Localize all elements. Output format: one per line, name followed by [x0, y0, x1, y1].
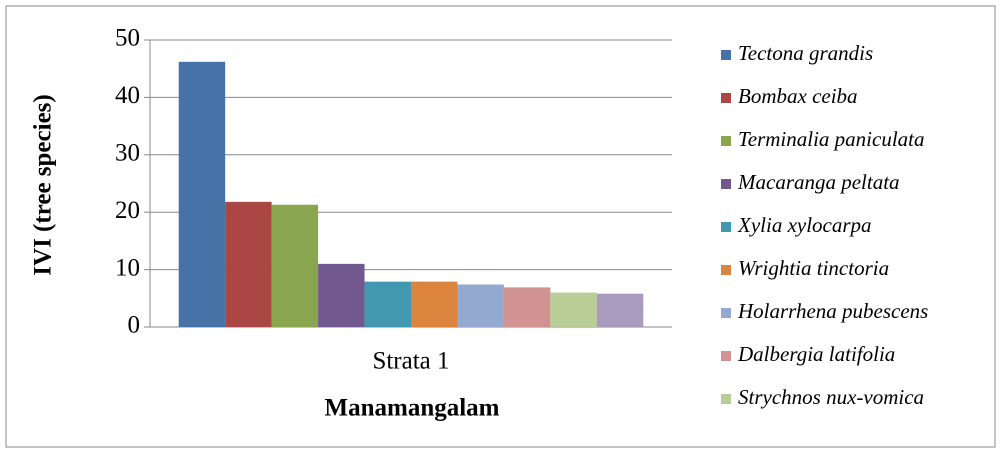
y-tick-label: 40 — [115, 82, 140, 109]
bar — [457, 284, 504, 327]
legend-label: Holarrhena pubescens — [737, 299, 928, 323]
bar — [178, 61, 226, 327]
y-axis-title: IVI (tree species) — [30, 94, 57, 275]
bar — [271, 204, 319, 327]
legend-swatch — [721, 136, 731, 146]
legend-swatch — [721, 93, 731, 103]
legend-label: Tectona grandis — [738, 41, 873, 65]
legend-label: Strychnos nux-vomica — [738, 385, 924, 409]
legend-label: Dalbergia latifolia — [737, 342, 895, 366]
y-tick-label: 10 — [115, 254, 140, 281]
legend-swatch — [721, 351, 731, 361]
bar — [550, 292, 597, 327]
legend-label: Terminalia paniculata — [738, 127, 925, 151]
legend-swatch — [721, 50, 731, 60]
legend-swatch — [721, 179, 731, 189]
bar — [503, 287, 551, 327]
legend-label: Xylia xylocarpa — [737, 213, 872, 237]
y-tick-label: 30 — [115, 140, 140, 167]
legend-label: Macaranga peltata — [737, 170, 900, 194]
legend-swatch — [721, 222, 731, 232]
bar — [225, 201, 272, 327]
legend-swatch — [721, 265, 731, 275]
bar — [411, 281, 458, 327]
legend-label: Bombax ceiba — [738, 84, 858, 108]
legend-swatch — [721, 308, 731, 318]
y-tick-label: 50 — [115, 25, 140, 52]
y-tick-label: 20 — [115, 197, 140, 224]
chart-frame — [5, 5, 996, 448]
legend-label: Wrightia tinctoria — [738, 256, 889, 280]
x-tick-label: Strata 1 — [372, 348, 449, 375]
bar — [596, 293, 644, 327]
bar — [318, 263, 365, 327]
y-tick-label: 0 — [128, 312, 141, 339]
x-axis-title: Manamangalam — [325, 395, 500, 422]
legend-swatch — [721, 394, 731, 404]
bar — [364, 281, 411, 327]
